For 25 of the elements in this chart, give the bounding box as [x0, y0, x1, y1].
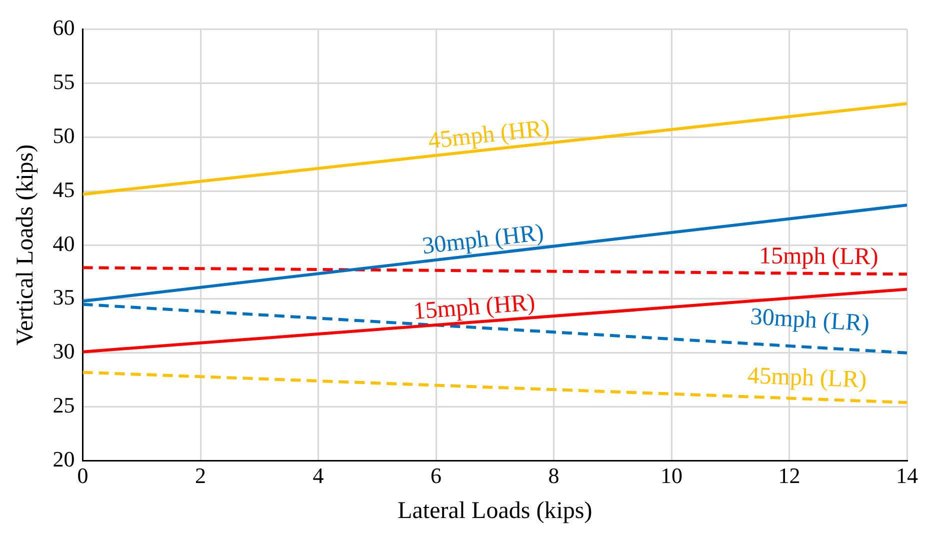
y-tick-label: 55 — [52, 68, 75, 94]
x-tick-label: 12 — [778, 462, 800, 488]
series-label: 45mph (LR) — [746, 362, 868, 394]
y-tick-label: 20 — [52, 446, 75, 472]
y-tick-label: 45 — [52, 176, 75, 202]
y-tick-label: 30 — [52, 338, 75, 364]
y-tick-label: 40 — [52, 230, 75, 256]
x-tick-label: 8 — [548, 462, 560, 488]
x-tick-label: 2 — [195, 462, 206, 488]
x-tick-label: 10 — [660, 462, 683, 488]
y-tick-label: 35 — [52, 284, 75, 310]
text: 30mph (HR) — [420, 220, 546, 260]
y-tick-label: 60 — [52, 14, 75, 40]
series-label: 15mph (HR) — [412, 290, 536, 325]
y-tick-label: 25 — [52, 392, 75, 418]
x-tick-label: 6 — [430, 462, 442, 488]
x-tick-label: 0 — [77, 462, 88, 488]
series-label: 30mph (LR) — [750, 304, 870, 337]
x-tick-label: 4 — [312, 462, 324, 488]
text: 45mph (HR) — [426, 115, 551, 155]
y-tick-label: 50 — [52, 122, 75, 148]
series-label: 15mph (LR) — [758, 243, 878, 270]
x-axis-title: Lateral Loads (kips) — [398, 498, 592, 524]
y-axis-title: Vertical Loads (kips) — [12, 144, 39, 346]
x-tick-label: 14 — [896, 462, 918, 488]
